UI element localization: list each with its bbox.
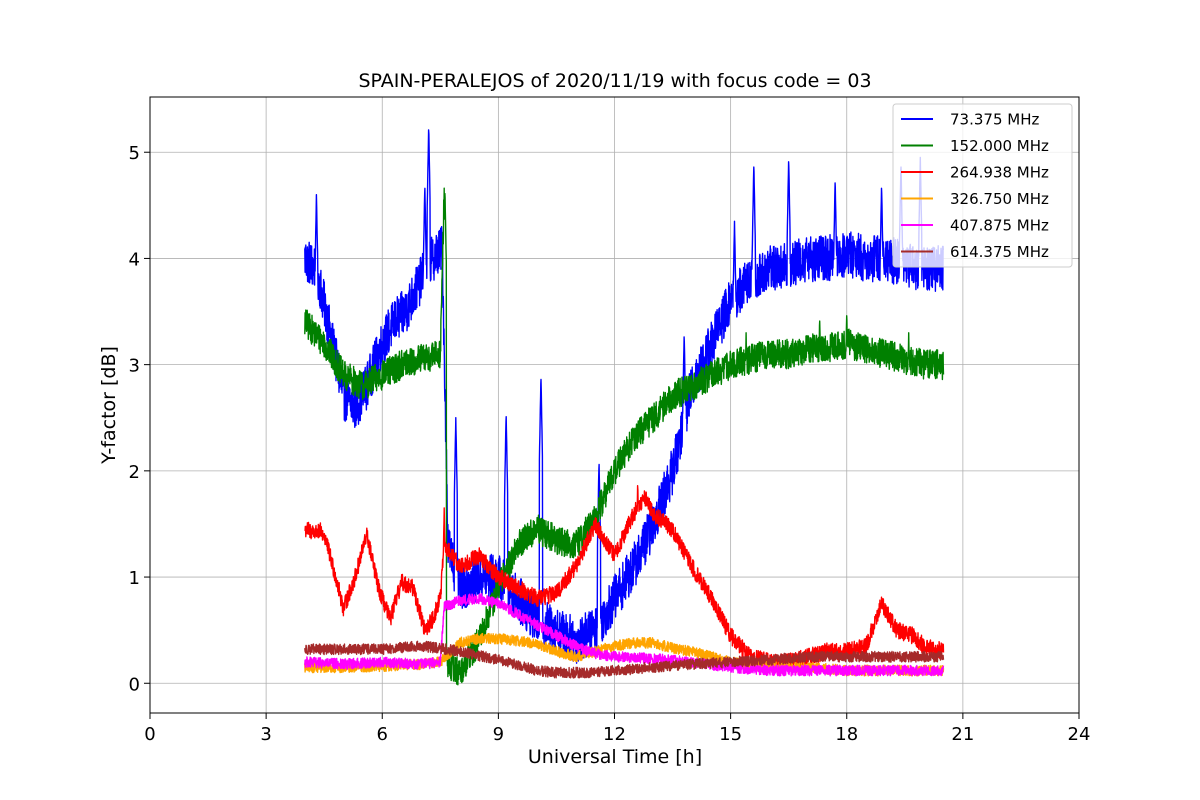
- series-line-1: [304, 129, 944, 664]
- x-tick-label-9: 9: [493, 724, 504, 745]
- y-tick-label-1: 1: [129, 568, 140, 589]
- x-tick-label-0: 0: [144, 724, 155, 745]
- y-tick-label-0: 0: [129, 674, 140, 695]
- x-tick-label-3: 3: [260, 724, 271, 745]
- series-line-3: [304, 485, 945, 671]
- legend-label-1: 73.375 MHz: [950, 111, 1039, 129]
- series-line-6: [304, 640, 945, 679]
- x-tick-label-24: 24: [1068, 724, 1091, 745]
- legend-box: [892, 103, 1073, 268]
- y-tick-label-2: 2: [129, 462, 140, 483]
- series-line-5: [304, 593, 945, 677]
- x-tick-label-21: 21: [951, 724, 974, 745]
- legend: 73.375 MHz 152.000 MHz 264.938 MHz 326.750 …: [892, 103, 1073, 268]
- series-line-2: [304, 187, 945, 686]
- y-tick-label-5: 5: [129, 143, 140, 164]
- legend-label-3: 264.938 MHz: [950, 164, 1049, 182]
- plot-series: [304, 129, 945, 686]
- x-tick-label-18: 18: [835, 724, 858, 745]
- x-tick-label-15: 15: [719, 724, 742, 745]
- legend-label-2: 152.000 MHz: [950, 137, 1049, 155]
- chart-title: SPAIN-PERALEJOS of 2020/11/19 with focus…: [358, 70, 871, 92]
- legend-label-4: 326.750 MHz: [950, 190, 1049, 208]
- legend-label-6: 614.375 MHz: [950, 243, 1049, 261]
- x-tick-label-12: 12: [603, 724, 626, 745]
- x-axis-label: Universal Time [h]: [528, 746, 702, 768]
- y-axis-label: Y-factor [dB]: [98, 346, 120, 465]
- y-tick-label-4: 4: [129, 249, 140, 270]
- y-tick-label-3: 3: [129, 356, 140, 377]
- legend-label-5: 407.875 MHz: [950, 217, 1049, 235]
- x-tick-label-6: 6: [377, 724, 388, 745]
